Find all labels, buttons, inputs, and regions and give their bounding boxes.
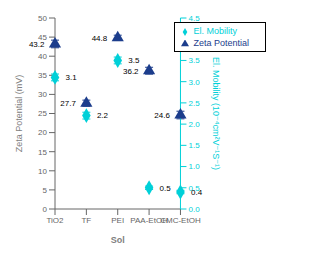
svg-text:3.5: 3.5 bbox=[188, 56, 200, 65]
svg-text:43.2: 43.2 bbox=[29, 40, 45, 49]
svg-text:1.5: 1.5 bbox=[188, 141, 200, 150]
svg-text:3.0: 3.0 bbox=[188, 78, 200, 87]
svg-text:4.0: 4.0 bbox=[188, 35, 200, 44]
svg-text:TF: TF bbox=[81, 216, 91, 225]
svg-text:5: 5 bbox=[43, 186, 48, 195]
svg-text:El. Mobility (10⁻⁴cm²V⁻¹S⁻¹): El. Mobility (10⁻⁴cm²V⁻¹S⁻¹) bbox=[211, 57, 221, 170]
svg-text:3.1: 3.1 bbox=[66, 73, 78, 82]
svg-text:30: 30 bbox=[38, 90, 47, 99]
svg-text:2.2: 2.2 bbox=[97, 111, 109, 120]
svg-text:PEI: PEI bbox=[111, 216, 124, 225]
svg-text:Sol: Sol bbox=[111, 235, 125, 245]
svg-text:0.0: 0.0 bbox=[188, 205, 200, 214]
svg-text:20: 20 bbox=[38, 128, 47, 137]
svg-text:27.7: 27.7 bbox=[60, 99, 76, 108]
svg-text:50: 50 bbox=[38, 14, 47, 23]
svg-text:2.5: 2.5 bbox=[188, 99, 200, 108]
svg-text:25: 25 bbox=[38, 109, 47, 118]
svg-text:10: 10 bbox=[38, 167, 47, 176]
svg-text:44.8: 44.8 bbox=[92, 34, 108, 43]
svg-text:35: 35 bbox=[38, 71, 47, 80]
svg-text:Zeta Potential (mV): Zeta Potential (mV) bbox=[14, 75, 24, 153]
svg-text:0.5: 0.5 bbox=[160, 184, 172, 193]
svg-text:CMC-EtOH: CMC-EtOH bbox=[160, 216, 201, 225]
svg-text:1.0: 1.0 bbox=[188, 162, 200, 171]
svg-text:15: 15 bbox=[38, 148, 47, 157]
svg-text:0.4: 0.4 bbox=[191, 188, 203, 197]
svg-text:24.6: 24.6 bbox=[154, 111, 170, 120]
svg-text:4.5: 4.5 bbox=[188, 14, 200, 23]
svg-text:3.5: 3.5 bbox=[128, 56, 140, 65]
svg-text:36.2: 36.2 bbox=[123, 67, 139, 76]
svg-text:40: 40 bbox=[38, 52, 47, 61]
svg-text:TiO2: TiO2 bbox=[46, 216, 64, 225]
svg-text:2.0: 2.0 bbox=[188, 120, 200, 129]
svg-text:0: 0 bbox=[43, 205, 48, 214]
